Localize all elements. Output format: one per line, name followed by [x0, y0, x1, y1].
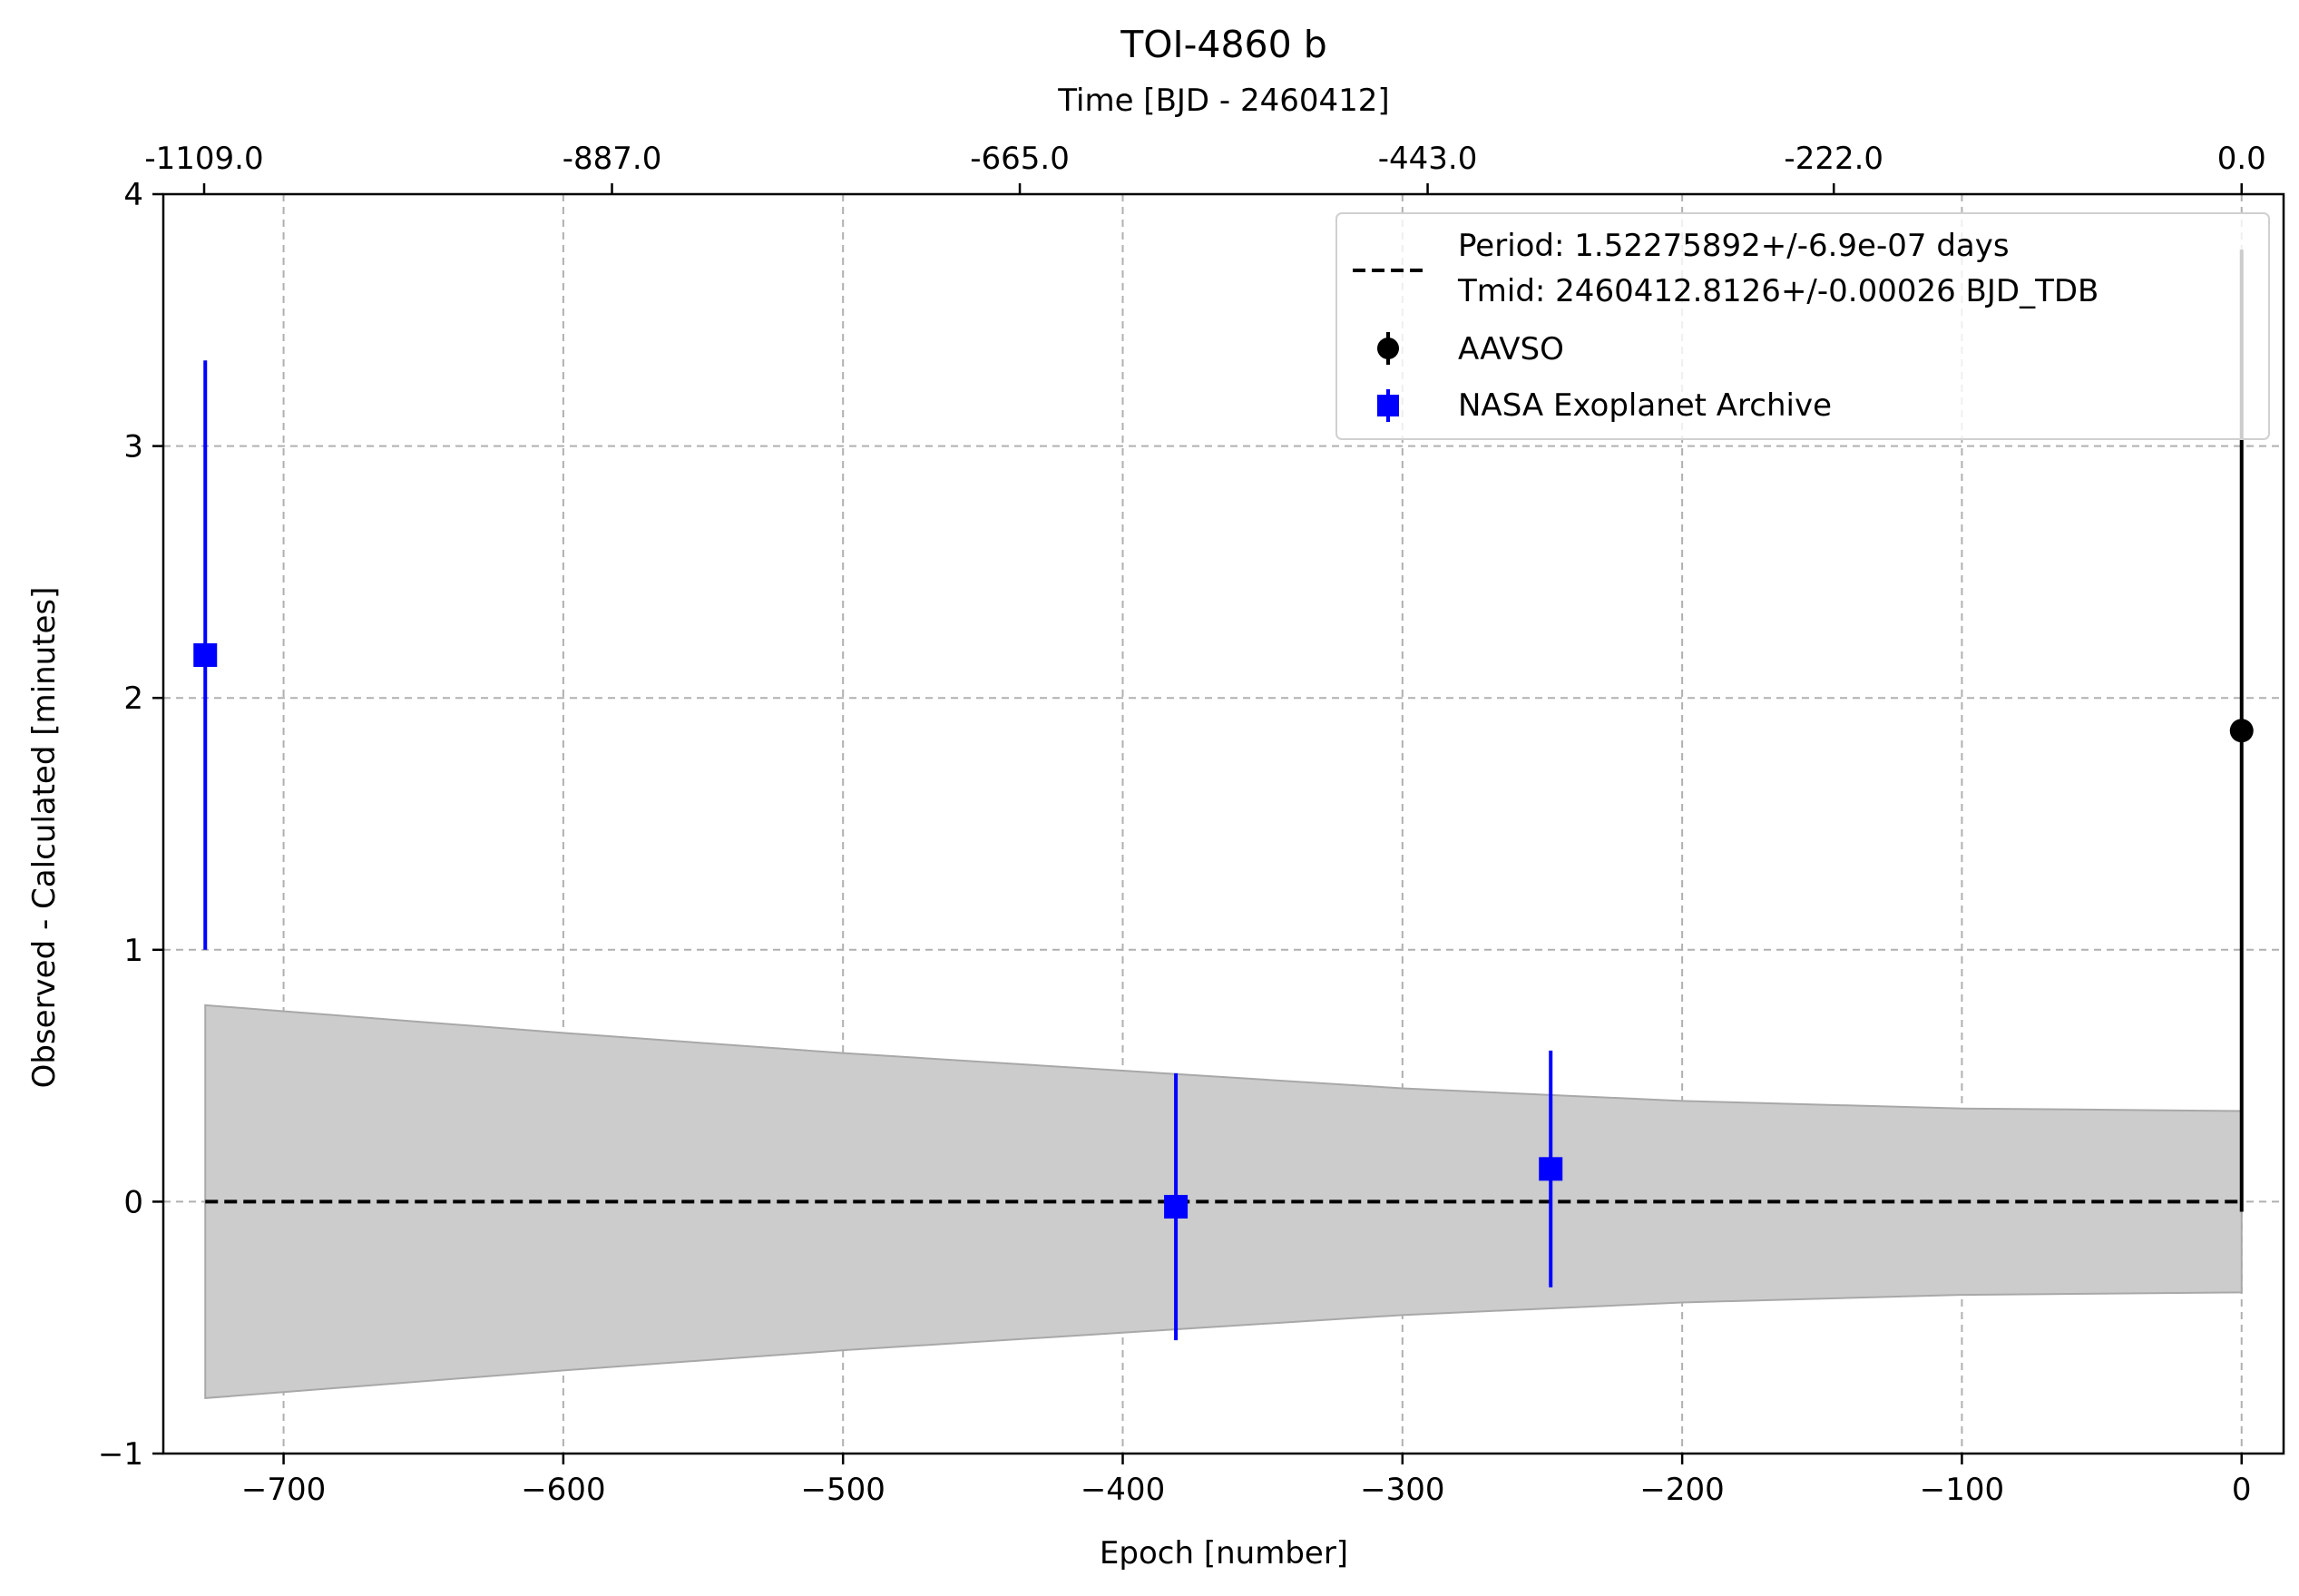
x-tick-label: −700 — [241, 1472, 326, 1508]
nasa-point — [193, 643, 218, 668]
y-tick-label: 1 — [123, 933, 143, 969]
axis-ticks: −700 −600 −500 −400 −300 −200 −100 0 −1 0 1 2 3 4-110… — [98, 141, 2266, 1508]
y-tick-label: −1 — [98, 1436, 143, 1473]
nasa-point — [1164, 1194, 1189, 1219]
legend-aavso-label: AAVSO — [1458, 331, 1564, 367]
x-axis-label: Epoch [number] — [1100, 1535, 1348, 1572]
top-x-tick-label: -1109.0 — [144, 141, 263, 177]
x-tick-label: −600 — [521, 1472, 605, 1508]
x-tick-label: −300 — [1360, 1472, 1444, 1508]
legend-aavso-marker — [1377, 338, 1399, 359]
x-tick-label: −100 — [1920, 1472, 2004, 1508]
legend-fit-line-2: Tmid: 2460412.8126+/-0.00026 BJD_TDB — [1457, 273, 2098, 309]
y-tick-label: 2 — [123, 681, 143, 717]
top-x-tick-label: -665.0 — [970, 141, 1070, 177]
legend: Period: 1.52275892+/-6.9e-07 days Tmid: … — [1335, 212, 2270, 440]
x-tick-label: 0 — [2232, 1472, 2252, 1508]
y-tick-label: 0 — [123, 1184, 143, 1220]
chart-title: TOI-4860 b — [1120, 23, 1327, 66]
legend-fit-line-1: Period: 1.52275892+/-6.9e-07 days — [1458, 228, 2010, 264]
x-tick-label: −400 — [1081, 1472, 1165, 1508]
top-x-axis-label: Time [BJD - 2460412] — [1057, 83, 1389, 119]
y-tick-label: 3 — [123, 429, 143, 465]
top-x-tick-label: -443.0 — [1378, 141, 1478, 177]
aavso-point — [2229, 719, 2254, 743]
top-x-tick-label: 0.0 — [2217, 141, 2266, 177]
x-tick-label: −200 — [1639, 1472, 1724, 1508]
nasa-point — [1539, 1157, 1563, 1181]
legend-frame — [1335, 212, 2270, 440]
plot-frame — [161, 192, 2285, 1455]
data-points — [193, 250, 2254, 1341]
legend-nasa-marker — [1377, 395, 1399, 416]
top-x-tick-label: -222.0 — [1784, 141, 1883, 177]
x-tick-label: −500 — [801, 1472, 885, 1508]
legend-nasa-label: NASA Exoplanet Archive — [1458, 387, 1832, 424]
top-x-tick-label: -887.0 — [563, 141, 662, 177]
y-axis-label: Observed - Calculated [minutes] — [26, 587, 63, 1089]
y-tick-label: 4 — [123, 177, 143, 213]
